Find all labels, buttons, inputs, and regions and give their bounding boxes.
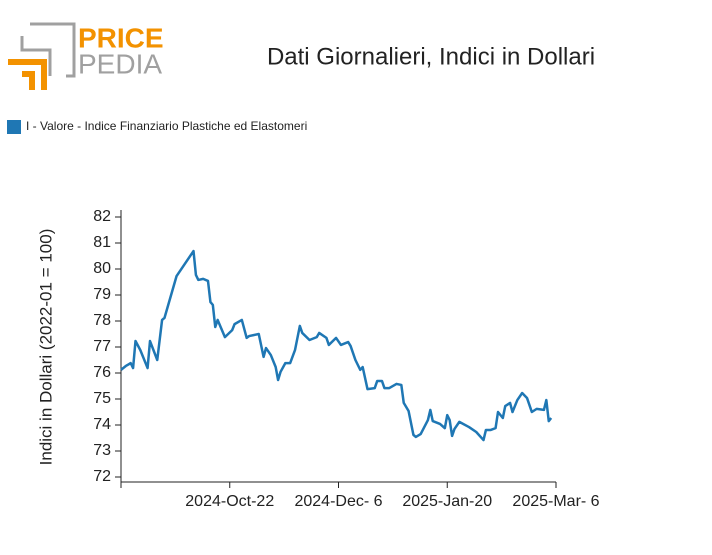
x-tick-label: 2025-Mar- 6	[512, 493, 599, 510]
y-tick-label: 79	[93, 286, 111, 303]
logo-frame	[20, 36, 52, 76]
y-tick-label: 74	[93, 416, 111, 433]
data-line	[120, 249, 553, 442]
y-tick-label: 77	[93, 338, 111, 355]
logo-mark	[8, 59, 47, 90]
y-tick-label: 81	[93, 234, 111, 251]
logo-frame	[30, 22, 76, 78]
y-axis-label: Indici in Dollari (2022-01 = 100)	[36, 229, 55, 466]
y-tick-label: 78	[93, 312, 111, 329]
chart-title: Dati Giornalieri, Indici in Dollari	[267, 43, 595, 70]
legend-label: I - Valore - Indice Finanziario Plastich…	[26, 119, 307, 133]
x-tick-label: 2025-Jan-20	[402, 493, 492, 510]
y-tick-label: 72	[93, 468, 111, 485]
y-tick-label: 75	[93, 390, 111, 407]
y-tick-label: 76	[93, 364, 111, 381]
legend-swatch	[7, 120, 21, 134]
x-tick-label: 2024-Dec- 6	[294, 493, 382, 510]
logo-pedia: PEDIA	[78, 48, 162, 79]
x-tick-label: 2024-Oct-22	[185, 493, 274, 510]
logo-mark	[22, 71, 35, 90]
logo: PRICE PEDIA	[8, 22, 164, 90]
logo-price: PRICE	[78, 22, 164, 53]
y-tick-label: 80	[93, 260, 111, 277]
y-tick-label: 82	[93, 208, 111, 225]
y-tick-label: 73	[93, 442, 111, 459]
